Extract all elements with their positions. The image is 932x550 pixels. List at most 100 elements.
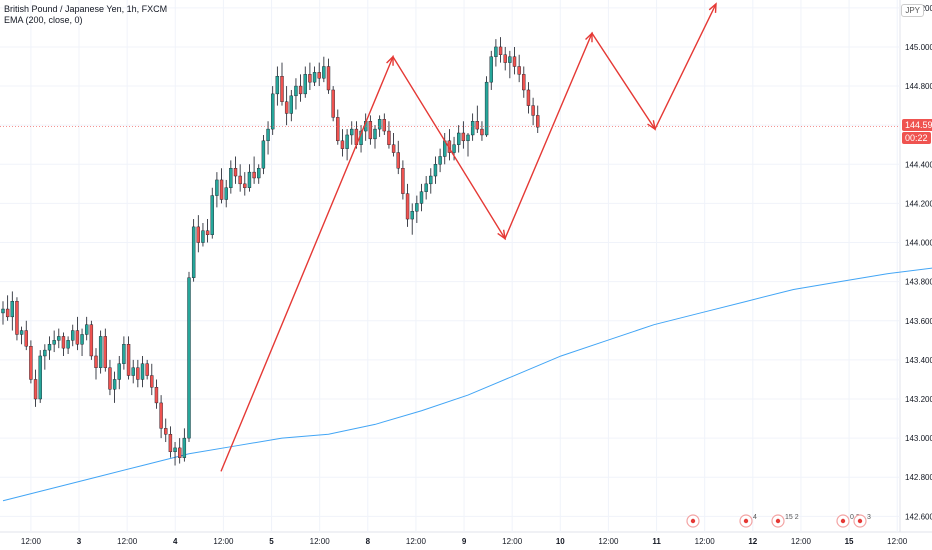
candle-body[interactable] [452, 144, 456, 153]
candle-body[interactable] [429, 175, 433, 185]
candle-body[interactable] [38, 355, 42, 400]
candle-body[interactable] [103, 336, 108, 368]
candle-body[interactable] [71, 330, 75, 341]
candle-body[interactable] [243, 183, 247, 188]
candle-body[interactable] [224, 187, 228, 200]
candle-body[interactable] [424, 183, 428, 192]
candle-body[interactable] [84, 324, 89, 335]
candle-body[interactable] [326, 66, 331, 91]
candle-body[interactable] [229, 168, 233, 188]
candle-body[interactable] [303, 74, 307, 95]
candle-body[interactable] [317, 72, 321, 79]
candle-body[interactable] [33, 379, 38, 400]
candle-body[interactable] [122, 344, 126, 364]
candle-body[interactable] [298, 85, 303, 95]
candle-body[interactable] [80, 334, 84, 345]
candle-body[interactable] [410, 211, 414, 220]
candle-body[interactable] [391, 144, 396, 153]
candle-body[interactable] [280, 76, 284, 102]
candle-body[interactable] [145, 363, 149, 376]
candle-body[interactable] [94, 355, 98, 368]
candle-body[interactable] [470, 121, 475, 136]
candle-body[interactable] [382, 119, 386, 132]
candle-body[interactable] [475, 121, 479, 130]
candle-body[interactable] [312, 72, 317, 83]
candle-body[interactable] [289, 95, 293, 114]
candle-body[interactable] [294, 85, 298, 97]
indicator-label[interactable]: EMA (200, close, 0) [4, 15, 83, 25]
candle-body[interactable] [61, 336, 66, 349]
candle-body[interactable] [261, 140, 266, 169]
candle-body[interactable] [98, 336, 103, 368]
candle-body[interactable] [377, 119, 382, 130]
candle-body[interactable] [131, 367, 135, 376]
candle-body[interactable] [215, 179, 219, 196]
candle-body[interactable] [387, 130, 391, 145]
candle-body[interactable] [159, 402, 163, 429]
candle-body[interactable] [345, 134, 349, 149]
candle-body[interactable] [396, 152, 400, 169]
candle-body[interactable] [191, 226, 196, 278]
candle-body[interactable] [308, 74, 312, 83]
candle-body[interactable] [457, 132, 461, 145]
candle-body[interactable] [331, 89, 335, 118]
candle-body[interactable] [19, 330, 24, 335]
candle-body[interactable] [257, 168, 261, 179]
candle-body[interactable] [494, 46, 498, 57]
candle-body[interactable] [266, 128, 270, 142]
candle-body[interactable] [526, 89, 531, 106]
candle-body[interactable] [210, 195, 214, 235]
candle-body[interactable] [182, 437, 187, 458]
candle-body[interactable] [112, 379, 117, 390]
candle-body[interactable] [503, 54, 507, 63]
candle-body[interactable] [154, 387, 159, 404]
candle-body[interactable] [517, 66, 521, 75]
candle-body[interactable] [233, 168, 238, 177]
candle-body[interactable] [401, 168, 405, 194]
candle-body[interactable] [522, 74, 526, 91]
candle-body[interactable] [66, 340, 70, 349]
candle-body[interactable] [196, 226, 201, 243]
candle-body[interactable] [531, 105, 535, 116]
candle-body[interactable] [405, 193, 410, 220]
candle-body[interactable] [57, 336, 61, 341]
candle-body[interactable] [43, 349, 47, 357]
candle-body[interactable] [108, 367, 112, 390]
candle-body[interactable] [284, 101, 289, 114]
candle-body[interactable] [29, 345, 33, 380]
candle-body[interactable] [438, 156, 442, 165]
candle-body[interactable] [140, 363, 145, 380]
candle-body[interactable] [498, 46, 503, 55]
candle-body[interactable] [168, 434, 173, 453]
candle-body[interactable] [415, 203, 419, 212]
candle-body[interactable] [340, 140, 345, 149]
candle-body[interactable] [368, 121, 373, 140]
candle-body[interactable] [177, 447, 182, 458]
candle-body[interactable] [350, 128, 354, 136]
candle-body[interactable] [508, 56, 512, 63]
candle-body[interactable] [275, 76, 280, 95]
candle-body[interactable] [10, 301, 15, 318]
candle-body[interactable] [461, 132, 466, 142]
candle-body[interactable] [322, 66, 326, 79]
candle-body[interactable] [484, 81, 489, 136]
candle-body[interactable] [52, 340, 56, 345]
candle-body[interactable] [419, 191, 424, 204]
candle-body[interactable] [89, 324, 94, 357]
candle-body[interactable] [433, 164, 438, 177]
candle-body[interactable] [205, 230, 210, 235]
candle-body[interactable] [117, 363, 121, 380]
candle-body[interactable] [173, 447, 177, 453]
trend-arrow-drawing[interactable] [220, 3, 717, 472]
candle-body[interactable] [252, 171, 256, 179]
candle-body[interactable] [187, 277, 191, 439]
candle-body[interactable] [238, 175, 242, 185]
candle-body[interactable] [126, 344, 131, 376]
candle-body[interactable] [1, 308, 5, 314]
candle-body[interactable] [5, 308, 10, 318]
candle-body[interactable] [150, 375, 154, 388]
candle-body[interactable] [512, 56, 517, 67]
candle-body[interactable] [24, 330, 28, 347]
candle-body[interactable] [536, 115, 540, 128]
